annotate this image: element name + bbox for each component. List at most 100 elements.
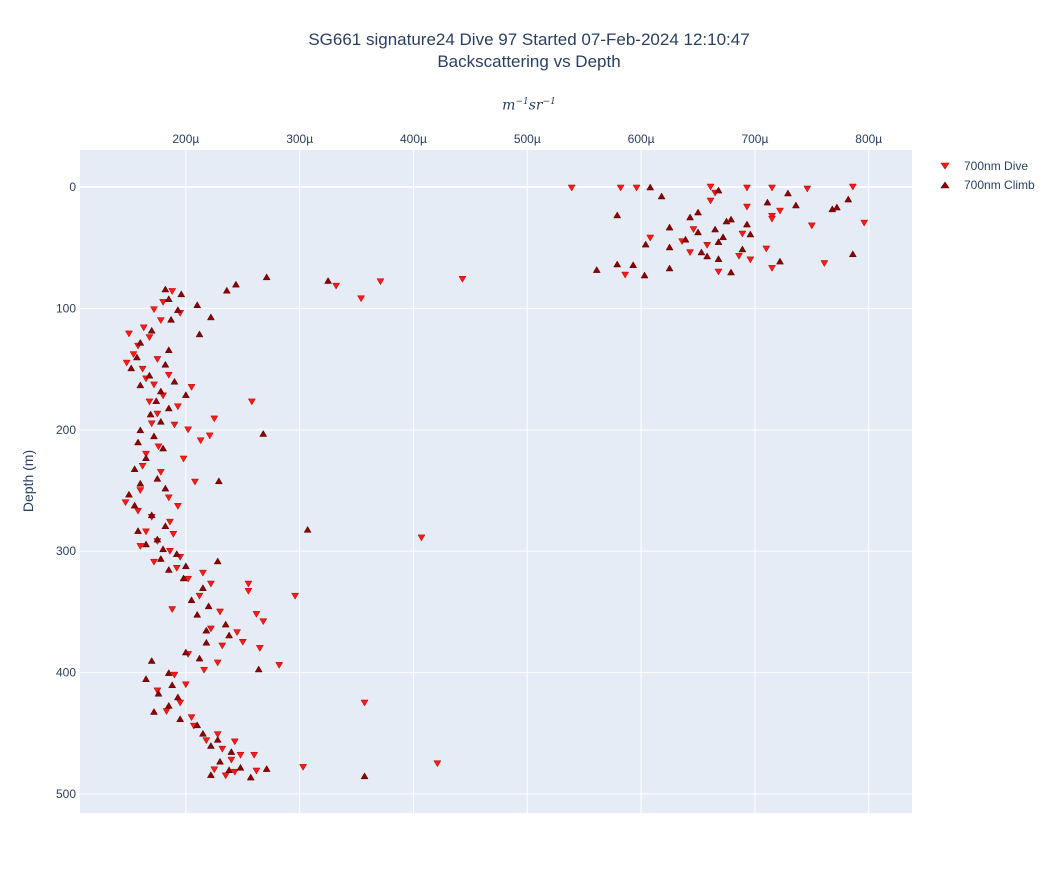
dive-data-point[interactable] (139, 324, 148, 332)
climb-data-point[interactable] (187, 596, 196, 604)
climb-data-point[interactable] (791, 201, 800, 209)
climb-data-point[interactable] (727, 268, 735, 276)
climb-data-point[interactable] (176, 715, 185, 723)
dive-data-point[interactable] (205, 432, 214, 440)
climb-data-point[interactable] (694, 208, 702, 216)
dive-data-point[interactable] (173, 503, 182, 510)
climb-data-point[interactable] (776, 257, 784, 265)
climb-data-point[interactable] (161, 484, 170, 492)
climb-data-point[interactable] (159, 545, 168, 553)
dive-data-point[interactable] (762, 245, 771, 253)
climb-data-point[interactable] (222, 286, 231, 294)
dive-data-point[interactable] (172, 564, 181, 572)
dive-data-point[interactable] (206, 625, 215, 633)
dive-data-point[interactable] (275, 662, 284, 669)
dive-data-point[interactable] (230, 738, 239, 746)
dive-data-point[interactable] (244, 580, 253, 588)
climb-data-point[interactable] (231, 280, 240, 288)
climb-data-point[interactable] (703, 252, 712, 260)
climb-data-point[interactable] (665, 223, 674, 231)
dive-data-point[interactable] (156, 317, 165, 325)
dive-data-point[interactable] (259, 618, 268, 626)
dive-data-point[interactable] (218, 745, 227, 753)
climb-data-point[interactable] (125, 490, 133, 498)
dive-data-point[interactable] (181, 681, 190, 689)
climb-data-point[interactable] (173, 693, 182, 701)
climb-data-point[interactable] (641, 240, 650, 248)
dive-data-point[interactable] (156, 469, 165, 476)
dive-data-point[interactable] (170, 671, 179, 679)
climb-data-point[interactable] (147, 326, 156, 334)
dive-data-point[interactable] (299, 764, 308, 771)
dive-data-point[interactable] (179, 455, 188, 463)
dive-data-point[interactable] (244, 588, 253, 595)
dive-data-point[interactable] (291, 592, 300, 600)
dive-data-point[interactable] (196, 437, 205, 445)
dive-data-point[interactable] (743, 203, 751, 211)
dive-data-point[interactable] (360, 699, 369, 707)
dive-data-point[interactable] (136, 487, 145, 495)
dive-data-point[interactable] (458, 276, 467, 283)
dive-data-point[interactable] (738, 230, 747, 238)
dive-data-point[interactable] (164, 371, 173, 379)
climb-data-point[interactable] (686, 213, 694, 221)
climb-data-point[interactable] (154, 689, 163, 697)
climb-data-point[interactable] (142, 540, 150, 548)
climb-data-point[interactable] (167, 315, 175, 323)
dive-data-point[interactable] (168, 606, 177, 614)
dive-data-point[interactable] (191, 478, 199, 486)
dive-data-point[interactable] (247, 398, 256, 406)
dive-data-point[interactable] (150, 558, 158, 566)
climb-data-point[interactable] (592, 266, 601, 273)
climb-data-point[interactable] (722, 217, 731, 225)
climb-data-point[interactable] (246, 773, 255, 781)
climb-data-point[interactable] (150, 708, 158, 715)
dive-data-point[interactable] (433, 760, 442, 768)
climb-data-point[interactable] (714, 255, 723, 262)
dive-data-point[interactable] (168, 288, 177, 295)
climb-data-point[interactable] (147, 511, 156, 519)
dive-data-point[interactable] (184, 575, 193, 583)
climb-data-point[interactable] (150, 432, 158, 440)
climb-data-point[interactable] (214, 477, 223, 485)
climb-data-point[interactable] (640, 271, 649, 279)
dive-data-point[interactable] (150, 381, 158, 389)
dive-data-point[interactable] (154, 443, 163, 451)
dive-data-point[interactable] (136, 543, 145, 550)
dive-data-point[interactable] (184, 426, 193, 434)
dive-data-point[interactable] (616, 184, 625, 192)
climb-data-point[interactable] (193, 721, 202, 729)
dive-data-point[interactable] (632, 184, 641, 192)
climb-data-point[interactable] (164, 669, 173, 676)
climb-data-point[interactable] (172, 550, 181, 557)
climb-data-point[interactable] (146, 410, 155, 418)
dive-data-point[interactable] (142, 450, 150, 458)
climb-data-point[interactable] (168, 681, 177, 689)
dive-data-point[interactable] (689, 226, 698, 234)
climb-data-point[interactable] (193, 301, 202, 309)
climb-data-point[interactable] (613, 260, 622, 268)
dive-data-point[interactable] (147, 420, 156, 428)
climb-data-point[interactable] (646, 183, 655, 191)
climb-data-point[interactable] (177, 290, 186, 298)
climb-data-point[interactable] (181, 648, 190, 656)
climb-data-point[interactable] (216, 757, 224, 765)
dive-data-point[interactable] (202, 737, 211, 745)
dive-data-point[interactable] (230, 768, 239, 776)
climb-data-point[interactable] (711, 225, 720, 233)
climb-data-point[interactable] (195, 654, 204, 662)
climb-data-point[interactable] (204, 602, 213, 610)
climb-data-point[interactable] (130, 501, 139, 509)
climb-data-point[interactable] (136, 338, 145, 346)
dive-data-point[interactable] (187, 384, 196, 391)
climb-data-point[interactable] (213, 557, 222, 565)
climb-data-point[interactable] (161, 285, 170, 293)
dive-data-point[interactable] (252, 767, 261, 775)
climb-data-point[interactable] (225, 766, 234, 774)
dive-data-point[interactable] (210, 415, 219, 423)
dive-data-point[interactable] (706, 197, 715, 205)
dive-data-point[interactable] (170, 421, 179, 429)
climb-data-point[interactable] (262, 273, 271, 281)
climb-data-point[interactable] (134, 527, 142, 534)
climb-data-point[interactable] (206, 771, 215, 778)
